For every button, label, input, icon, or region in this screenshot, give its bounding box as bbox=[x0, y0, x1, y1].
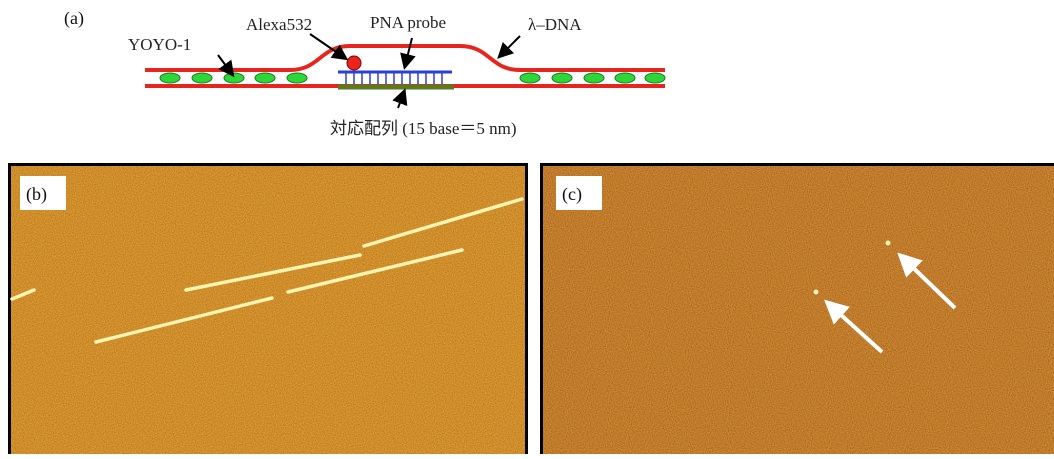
probe-spot bbox=[814, 290, 819, 295]
alexa-label: Alexa532 bbox=[246, 15, 312, 34]
probe-label: PNA probe bbox=[370, 13, 446, 32]
dna-label: λ–DNA bbox=[528, 15, 582, 34]
dna-strand-top bbox=[145, 46, 665, 70]
yoyo-label: YOYO-1 bbox=[128, 35, 191, 54]
panel-label: (c) bbox=[562, 184, 582, 205]
alexa-dye bbox=[347, 56, 361, 70]
probe-spot bbox=[886, 241, 891, 246]
base-pairs bbox=[346, 72, 442, 84]
panel-b: (b) bbox=[8, 163, 528, 454]
panel-label: (b) bbox=[26, 184, 47, 205]
afm-texture bbox=[11, 166, 525, 454]
sequence-label: 対応配列 (15 base＝5 nm) bbox=[330, 119, 517, 138]
panel-label: (a) bbox=[64, 8, 84, 29]
yoyo-dyes bbox=[160, 73, 665, 83]
panel-c: (c) bbox=[540, 163, 1054, 454]
panel-a: (a) YOYO-1 Alexa532 PNA probe λ–DNA 対応配列… bbox=[64, 8, 665, 138]
figure: (a) YOYO-1 Alexa532 PNA probe λ–DNA 対応配列… bbox=[0, 0, 1054, 454]
afm-texture bbox=[543, 166, 1054, 454]
